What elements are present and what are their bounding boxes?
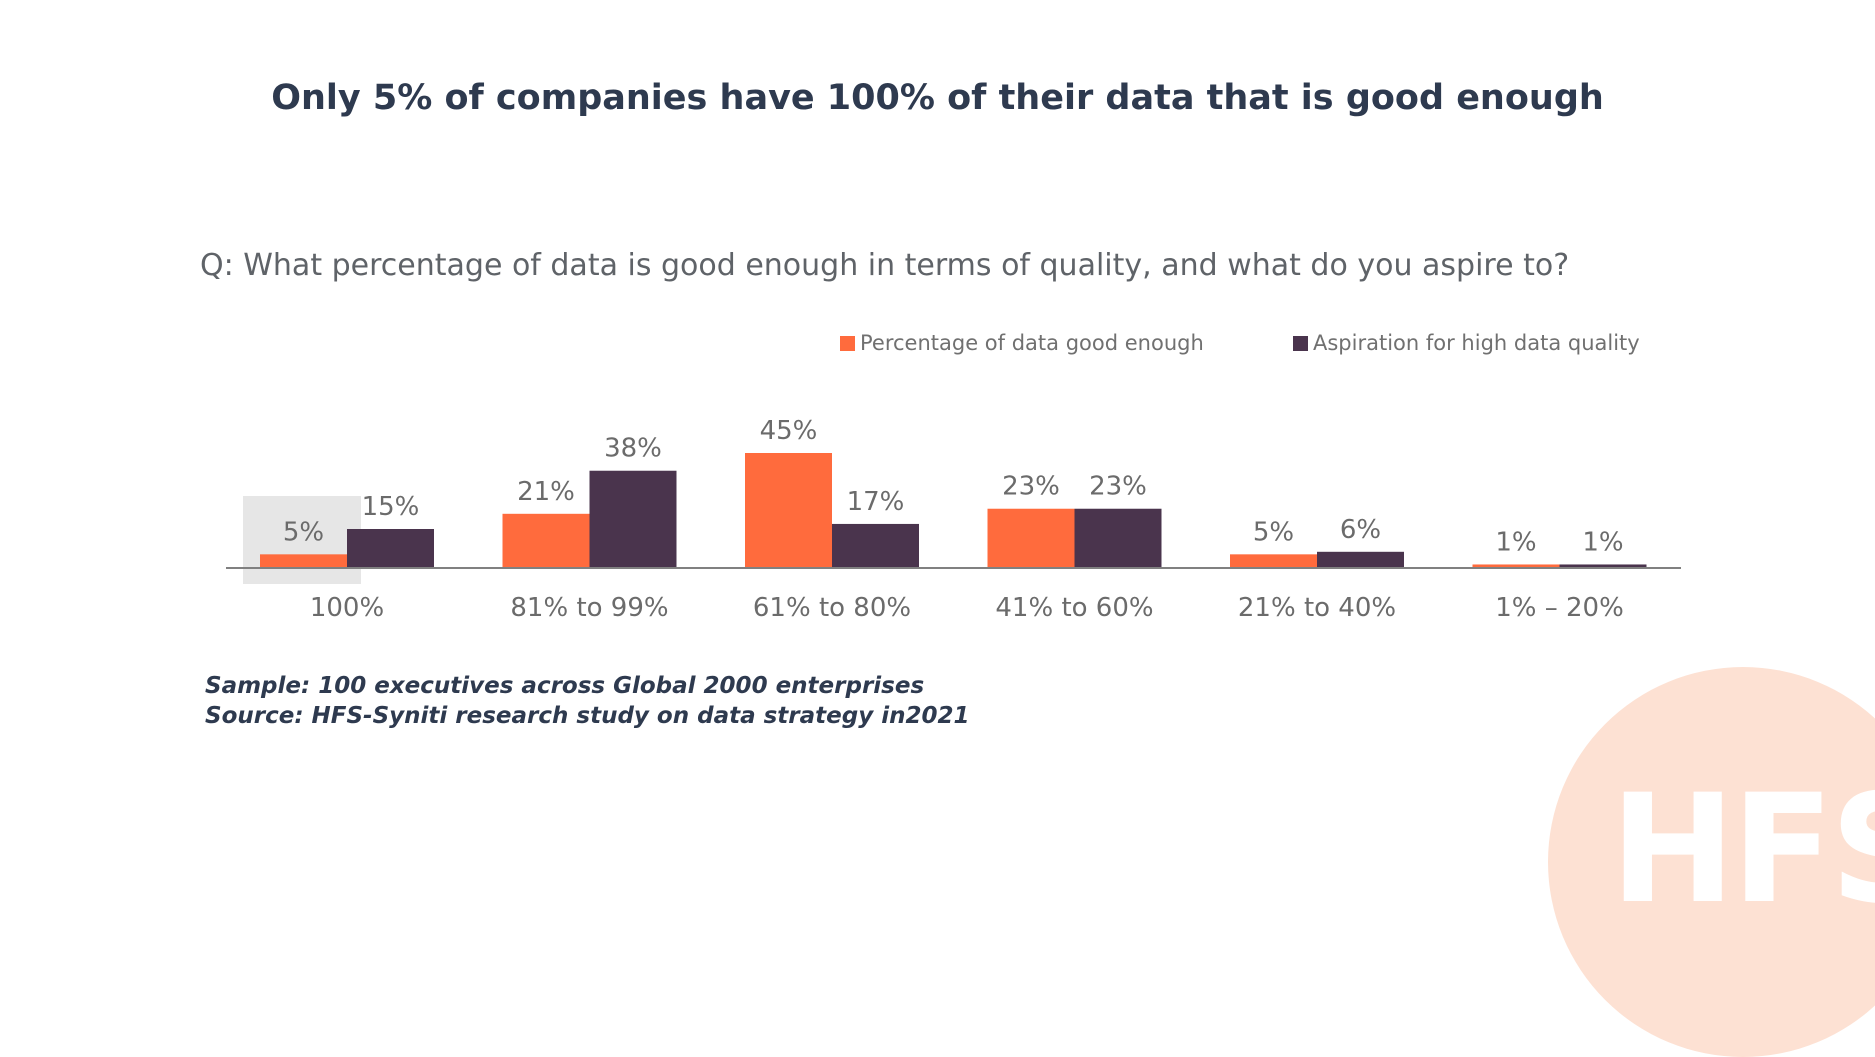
data-label-current-1: 21% [517, 477, 575, 507]
data-label-aspiration-0: 15% [362, 492, 420, 522]
x-tick-label-5: 1% – 20% [1495, 593, 1624, 623]
legend-item-aspiration: Aspiration for high data quality [1293, 331, 1640, 355]
data-label-aspiration-5: 1% [1582, 527, 1623, 557]
bar-aspiration-5 [1559, 564, 1647, 567]
bar-current-4 [1230, 554, 1317, 567]
bar-chart: 5% 15% 100% 21% 38% 81% to 99% 45% 17% 61% to 80… [226, 416, 1681, 623]
data-label-current-3: 23% [1002, 472, 1060, 502]
legend-item-current: Percentage of data good enough [840, 331, 1204, 355]
data-label-current-5: 1% [1495, 527, 1536, 557]
x-tick-label-0: 100% [310, 593, 384, 623]
legend-label-aspiration: Aspiration for high data quality [1313, 331, 1640, 355]
bar-current-0 [260, 554, 347, 567]
data-label-aspiration-1: 38% [604, 434, 662, 464]
data-label-current-4: 5% [1253, 517, 1294, 547]
legend-label-current: Percentage of data good enough [860, 331, 1204, 355]
bar-aspiration-2 [832, 523, 919, 567]
data-label-aspiration-4: 6% [1340, 515, 1381, 545]
chart-subtitle-question: Q: What percentage of data is good enoug… [200, 248, 1570, 283]
bar-aspiration-3 [1074, 508, 1162, 567]
data-label-current-2: 45% [760, 416, 818, 446]
data-label-aspiration-3: 23% [1089, 472, 1147, 502]
bar-current-5 [1472, 564, 1560, 567]
chart-notes: Sample: 100 executives across Global 200… [205, 671, 970, 731]
x-tick-label-1: 81% to 99% [510, 593, 668, 623]
x-tick-label-4: 21% to 40% [1238, 593, 1396, 623]
source-note: Source: HFS-Syniti research study on dat… [205, 703, 970, 729]
data-label-current-0: 5% [283, 517, 324, 547]
bar-aspiration-1 [589, 470, 677, 567]
x-tick-label-3: 41% to 60% [995, 593, 1153, 623]
highlight-box [243, 496, 361, 584]
bar-current-2 [745, 453, 832, 567]
bar-current-3 [987, 508, 1075, 567]
x-tick-label-2: 61% to 80% [753, 593, 911, 623]
sample-note: Sample: 100 executives across Global 200… [205, 673, 925, 699]
bar-current-1 [502, 513, 590, 567]
legend-swatch-aspiration [1293, 335, 1308, 351]
bar-aspiration-0 [347, 529, 434, 567]
hfs-logo: HFS [1610, 763, 1875, 937]
data-label-aspiration-2: 17% [847, 487, 905, 517]
chart-title: Only 5% of companies have 100% of their … [271, 78, 1604, 118]
legend-swatch-current [840, 335, 855, 351]
bar-aspiration-4 [1317, 551, 1404, 567]
